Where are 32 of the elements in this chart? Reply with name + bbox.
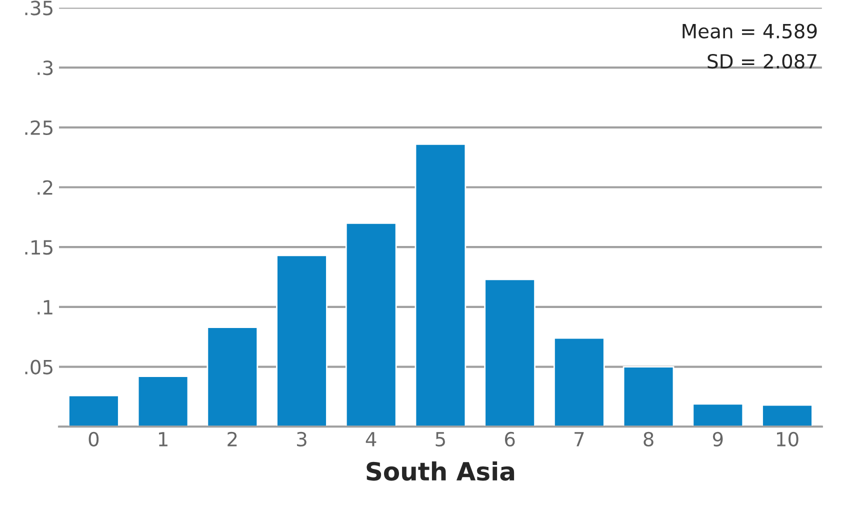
bar xyxy=(692,403,744,427)
y-tick-label: .35 xyxy=(25,0,52,16)
y-tick-label: .15 xyxy=(25,240,52,255)
y-tick-label: .05 xyxy=(25,360,52,374)
bar xyxy=(137,376,189,427)
x-tick-label: 1 xyxy=(158,432,168,446)
annotation: SD = 2.087 xyxy=(708,54,816,69)
annotation: Mean = 4.589 xyxy=(682,24,817,38)
x-tick-label: 6 xyxy=(504,432,515,447)
bar xyxy=(622,366,674,427)
x-tick-label: 5 xyxy=(436,432,445,447)
y-tick-label: .3 xyxy=(38,60,53,76)
bar xyxy=(554,337,605,427)
x-tick-label: 10 xyxy=(777,432,798,447)
x-tick-label: 0 xyxy=(88,432,99,447)
bar xyxy=(762,404,813,427)
x-tick-label: 4 xyxy=(366,432,376,446)
bar xyxy=(484,278,536,427)
x-tick-label: 3 xyxy=(297,432,306,447)
x-tick-label: 9 xyxy=(712,432,723,447)
y-tick-label: .2 xyxy=(38,180,52,195)
bar xyxy=(345,222,397,427)
bar xyxy=(68,394,120,427)
x-tick-label: 8 xyxy=(644,432,654,447)
x-tick-label: 2 xyxy=(228,432,237,446)
y-tick-label: .1 xyxy=(38,300,52,314)
y-tick-label: .25 xyxy=(25,120,52,136)
bar xyxy=(276,254,328,427)
bar xyxy=(206,326,258,427)
x-axis-title: South Asia xyxy=(366,461,514,481)
bar xyxy=(414,143,466,427)
x-tick-label: 7 xyxy=(574,432,584,446)
